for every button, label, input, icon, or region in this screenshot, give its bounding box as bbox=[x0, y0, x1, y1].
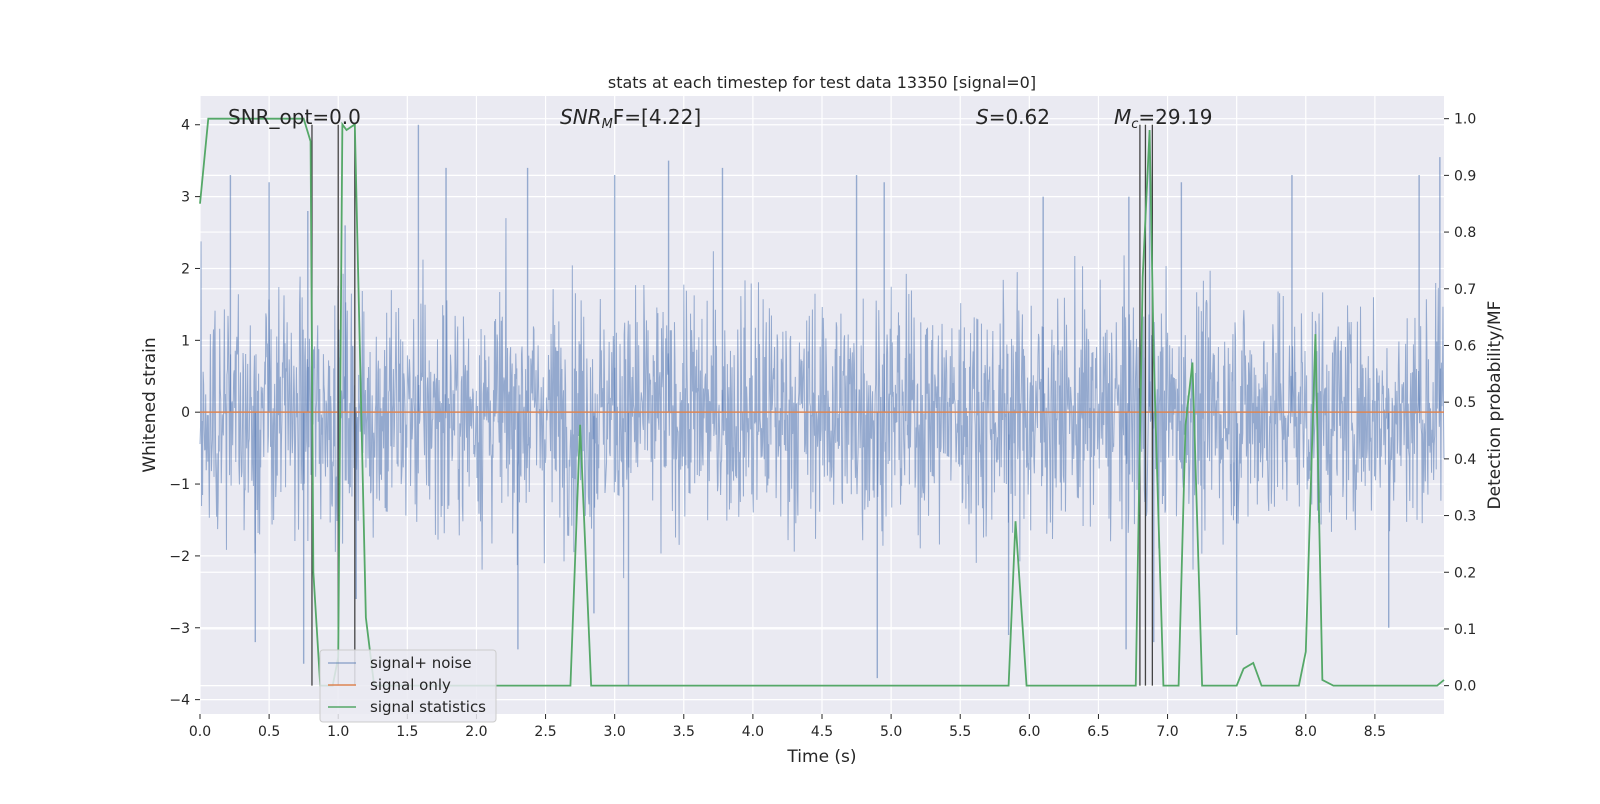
y-right-tick-label: 0.8 bbox=[1454, 225, 1476, 241]
y-right-tick-label: 1.0 bbox=[1454, 112, 1476, 128]
s-name: S bbox=[976, 105, 989, 129]
y-axis-right-ticks: 1.0 0.9 0.8 0.7 0.6 0.5 0.4 0.3 0.2 0.1 0.0 bbox=[1444, 112, 1476, 695]
snr-mf-value: F=[4.22] bbox=[613, 105, 701, 129]
x-tick-label: 5.0 bbox=[880, 724, 902, 740]
y-right-tick-label: 0.0 bbox=[1454, 679, 1476, 695]
legend-label-signal-only: signal only bbox=[370, 676, 451, 694]
x-tick-label: 0.0 bbox=[189, 724, 211, 740]
y-tick-label: −1 bbox=[169, 477, 190, 493]
snr-mf-subscript: M bbox=[602, 117, 613, 132]
x-tick-label: 7.0 bbox=[1156, 724, 1178, 740]
signal-plus-noise-series bbox=[199, 124, 1445, 686]
y-right-tick-label: 0.1 bbox=[1454, 622, 1476, 638]
x-tick-label: 3.0 bbox=[604, 724, 626, 740]
y-right-tick-label: 0.7 bbox=[1454, 282, 1476, 298]
y-tick-label: −3 bbox=[169, 621, 190, 637]
y-right-tick-label: 0.5 bbox=[1454, 395, 1476, 411]
legend-label-signal-statistics: signal statistics bbox=[370, 698, 486, 716]
y-right-tick-label: 0.9 bbox=[1454, 168, 1476, 184]
mc-name: M bbox=[1114, 105, 1131, 129]
y-axis-right-label: Detection probability/MF bbox=[1485, 301, 1505, 510]
y-right-tick-label: 0.6 bbox=[1454, 338, 1476, 354]
x-tick-label: 3.5 bbox=[673, 724, 695, 740]
x-tick-label: 4.0 bbox=[742, 724, 764, 740]
x-axis-ticks: 0.0 0.5 1.0 1.5 2.0 2.5 3.0 3.5 4.0 4.5 5.0 5.5 6.0 6… bbox=[189, 714, 1386, 740]
y-tick-label: 3 bbox=[181, 190, 190, 206]
y-tick-label: −4 bbox=[169, 693, 190, 709]
annotation-s: S=0.62 bbox=[976, 105, 1050, 129]
x-tick-label: 4.5 bbox=[811, 724, 833, 740]
x-tick-label: 8.0 bbox=[1295, 724, 1317, 740]
x-tick-label: 2.0 bbox=[465, 724, 487, 740]
s-value: =0.62 bbox=[989, 105, 1050, 129]
signal-statistics-line bbox=[199, 117, 1445, 687]
x-tick-label: 1.5 bbox=[396, 724, 418, 740]
mc-subscript: c bbox=[1131, 117, 1138, 132]
y-tick-label: 1 bbox=[181, 333, 190, 349]
legend: signal+ noise signal only signal statist… bbox=[319, 649, 497, 723]
signal-statistics-series bbox=[199, 117, 1445, 687]
annotation-mc: Mc=29.19 bbox=[1114, 105, 1212, 132]
chart-title: stats at each timestep for test data 133… bbox=[608, 73, 1036, 92]
annotation-snr-opt: SNR_opt=0.0 bbox=[228, 105, 361, 129]
x-tick-label: 6.5 bbox=[1087, 724, 1109, 740]
x-tick-label: 2.5 bbox=[534, 724, 556, 740]
x-tick-label: 7.5 bbox=[1226, 724, 1248, 740]
x-tick-label: 1.0 bbox=[327, 724, 349, 740]
snr-mf-name: SNR bbox=[560, 105, 602, 129]
x-axis-label: Time (s) bbox=[786, 747, 856, 767]
y-tick-label: 2 bbox=[181, 261, 190, 277]
y-axis-label: Whitened strain bbox=[140, 337, 160, 472]
y-right-tick-label: 0.2 bbox=[1454, 565, 1476, 581]
mc-value: =29.19 bbox=[1138, 105, 1212, 129]
y-right-tick-label: 0.3 bbox=[1454, 509, 1476, 525]
x-tick-label: 8.5 bbox=[1364, 724, 1386, 740]
x-tick-label: 5.5 bbox=[949, 724, 971, 740]
y-tick-label: −2 bbox=[169, 549, 190, 565]
annotation-snr-mf: SNRMF=[4.22] bbox=[560, 105, 701, 132]
x-tick-label: 6.0 bbox=[1018, 724, 1040, 740]
y-tick-label: 0 bbox=[181, 405, 190, 421]
y-right-tick-label: 0.4 bbox=[1454, 452, 1476, 468]
legend-label-signal-noise: signal+ noise bbox=[370, 654, 472, 672]
y-axis-ticks: 4 3 2 1 0 −1 −2 −3 −4 bbox=[169, 118, 200, 709]
x-tick-label: 0.5 bbox=[258, 724, 280, 740]
legend-box bbox=[319, 649, 497, 723]
y-tick-label: 4 bbox=[181, 118, 190, 134]
